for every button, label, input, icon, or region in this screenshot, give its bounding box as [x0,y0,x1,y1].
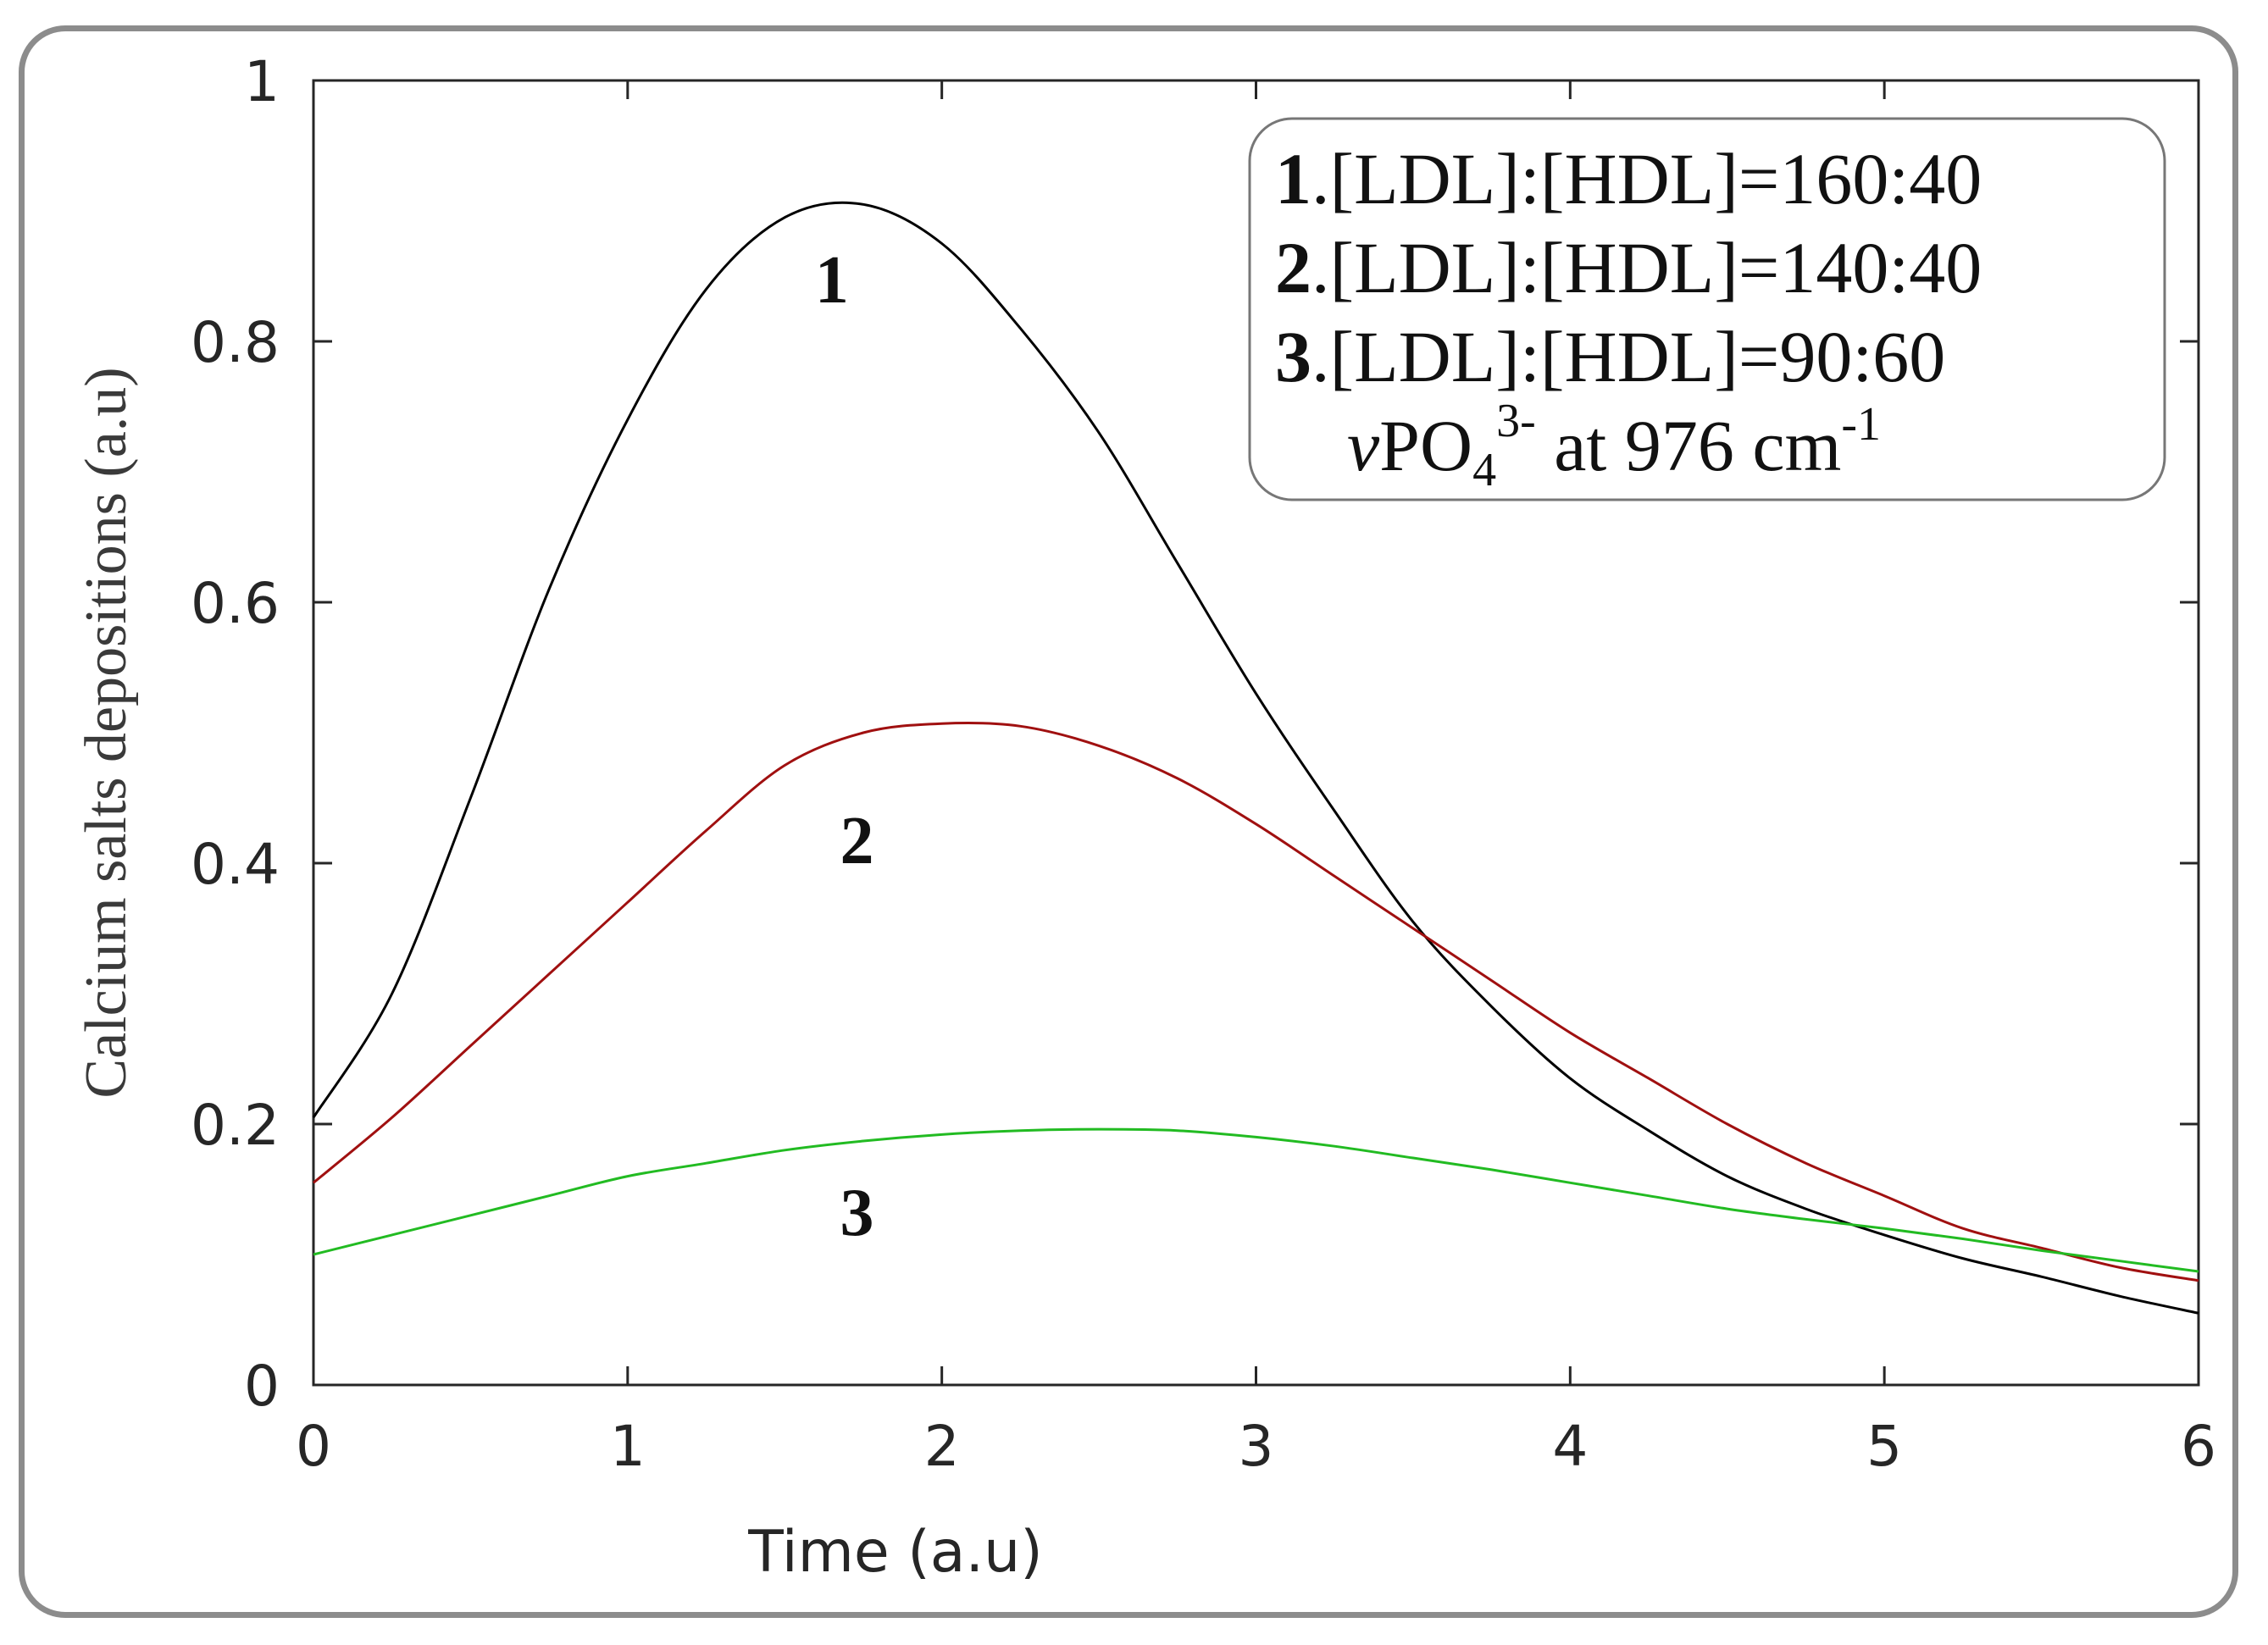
legend-note-superscript: 3- [1496,395,1536,447]
x-tick-label: 6 [2181,1414,2216,1479]
x-tick-label: 3 [1239,1414,1274,1479]
legend-note-exponent: -1 [1841,398,1881,451]
series-lines [312,201,2199,1315]
axis-ticks: 0 1 2 3 4 5 600.20.40.60.81 [191,49,2216,1479]
legend-entry-2: 2.[LDL]:[HDL]=140:40 [1275,227,1982,308]
x-tick-label: 0 [296,1414,331,1479]
series-line-2 [313,721,2199,1282]
legend-note-ion: PO [1379,405,1472,486]
curve-label-1: 1 [815,243,849,318]
legend-entry-3-text: .[LDL]:[HDL]=90:60 [1311,316,1945,397]
legend-entry-3: 3.[LDL]:[HDL]=90:60 [1275,316,1945,397]
legend-entry-1-number: 1 [1275,138,1311,219]
legend-note-prefix: v [1347,405,1380,486]
curve-labels: 1 2 3 [815,243,874,1250]
legend-entry-3-number: 3 [1275,316,1311,397]
legend-note: vPO43- at 976 cm-1 [1347,395,1881,496]
x-tick-label: 4 [1552,1414,1588,1479]
legend-note-subscript: 4 [1472,444,1496,496]
legend: 1.[LDL]:[HDL]=160:40 2.[LDL]:[HDL]=140:4… [1248,117,2166,501]
x-axis-label: Time (a.u) [747,1519,1042,1586]
y-tick-label: 0.4 [191,832,280,897]
series-line-1 [312,201,2199,1315]
legend-box [1248,117,2166,501]
y-tick-label: 1 [244,49,280,114]
curve-label-2: 2 [840,804,874,878]
legend-entry-2-text: .[LDL]:[HDL]=140:40 [1311,227,1982,308]
x-tick-label: 1 [610,1414,646,1479]
legend-note-middle: at 976 cm [1536,405,1842,486]
y-axis-label: Calcium salts depositions (a.u) [74,367,139,1098]
series-line-3 [313,1127,2199,1273]
y-tick-label: 0 [244,1354,280,1419]
x-tick-label: 2 [924,1414,960,1479]
legend-entry-1: 1.[LDL]:[HDL]=160:40 [1275,138,1982,219]
y-tick-label: 0.8 [191,310,280,375]
y-tick-label: 0.2 [191,1093,280,1158]
curve-label-3: 3 [840,1176,874,1250]
legend-entry-2-number: 2 [1275,227,1311,308]
legend-entry-1-text: .[LDL]:[HDL]=160:40 [1311,138,1982,219]
y-tick-label: 0.6 [191,571,280,636]
x-tick-label: 5 [1866,1414,1902,1479]
